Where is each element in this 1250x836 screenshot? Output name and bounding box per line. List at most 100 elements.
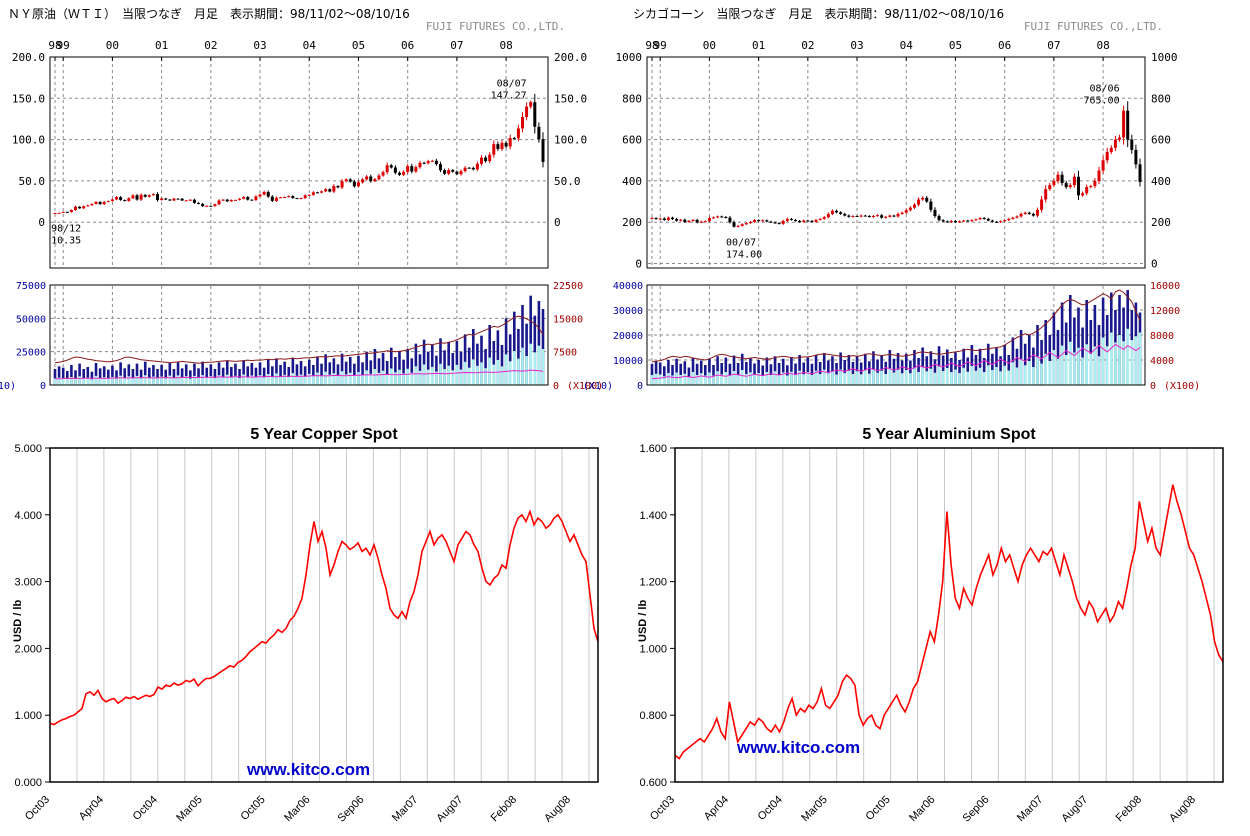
svg-text:5.000: 5.000: [14, 443, 42, 455]
svg-text:05: 05: [352, 39, 365, 52]
svg-text:4000: 4000: [1150, 356, 1174, 367]
svg-text:Oct03: Oct03: [23, 794, 52, 823]
svg-text:0: 0: [553, 381, 559, 392]
svg-text:174.00: 174.00: [726, 250, 762, 261]
svg-text:Aug08: Aug08: [542, 794, 573, 825]
svg-text:200: 200: [622, 216, 642, 229]
svg-text:0: 0: [1150, 381, 1156, 392]
svg-text:0: 0: [637, 381, 643, 392]
svg-text:Mar07: Mar07: [390, 794, 421, 825]
svg-text:1.600: 1.600: [639, 443, 667, 455]
svg-text:Aug07: Aug07: [434, 794, 465, 825]
svg-text:1000: 1000: [616, 51, 643, 64]
svg-text:100.0: 100.0: [12, 134, 45, 147]
svg-text:200.0: 200.0: [12, 51, 45, 64]
svg-text:98/12: 98/12: [51, 224, 81, 235]
svg-text:(X100): (X100): [1164, 381, 1200, 392]
svg-text:1.000: 1.000: [639, 643, 667, 655]
svg-text:150.0: 150.0: [554, 92, 587, 105]
svg-text:06: 06: [401, 39, 414, 52]
svg-text:50000: 50000: [16, 314, 46, 325]
svg-text:12000: 12000: [1150, 306, 1180, 317]
svg-text:Oct03: Oct03: [648, 794, 677, 823]
svg-text:Oct05: Oct05: [238, 794, 267, 823]
svg-text:1000: 1000: [1151, 51, 1178, 64]
svg-text:(X100): (X100): [567, 381, 603, 392]
svg-text:04: 04: [303, 39, 317, 52]
svg-text:75000: 75000: [16, 281, 46, 292]
svg-text:10000: 10000: [613, 356, 643, 367]
svg-text:04: 04: [900, 39, 914, 52]
svg-text:99: 99: [57, 39, 70, 52]
svg-text:1.400: 1.400: [639, 510, 667, 522]
aluminium-y-axis-label: USD / lb: [637, 599, 649, 642]
svg-text:2.000: 2.000: [14, 643, 42, 655]
svg-text:05: 05: [949, 39, 962, 52]
copper-kitco-watermark: www.kitco.com: [247, 760, 371, 779]
svg-text:3.000: 3.000: [14, 577, 42, 589]
aluminium-chart-title: 5 Year Aluminium Spot: [862, 426, 1036, 443]
corn-credit: FUJI FUTURES CO.,LTD.: [1023, 20, 1163, 33]
svg-text:400: 400: [1151, 175, 1171, 188]
svg-text:8000: 8000: [1150, 331, 1174, 342]
svg-text:600: 600: [622, 134, 642, 147]
svg-text:200.0: 200.0: [554, 51, 587, 64]
svg-text:07: 07: [450, 39, 463, 52]
svg-text:50.0: 50.0: [19, 175, 46, 188]
svg-text:30000: 30000: [613, 306, 643, 317]
svg-text:03: 03: [253, 39, 266, 52]
svg-text:50.0: 50.0: [554, 175, 581, 188]
svg-text:Oct04: Oct04: [131, 794, 160, 823]
svg-text:15000: 15000: [553, 314, 583, 325]
svg-text:20000: 20000: [613, 331, 643, 342]
svg-text:0: 0: [554, 216, 561, 229]
svg-text:16000: 16000: [1150, 281, 1180, 292]
wti-credit: FUJI FUTURES CO.,LTD.: [425, 20, 565, 33]
svg-text:08: 08: [499, 39, 512, 52]
svg-text:0.800: 0.800: [639, 710, 667, 722]
svg-text:25000: 25000: [16, 348, 46, 359]
svg-text:Feb08: Feb08: [1114, 794, 1145, 825]
copper-chart-title: 5 Year Copper Spot: [250, 426, 398, 443]
svg-text:765.00: 765.00: [1083, 96, 1119, 107]
svg-text:Sep06: Sep06: [336, 794, 367, 825]
svg-text:06: 06: [998, 39, 1011, 52]
svg-text:99: 99: [654, 39, 667, 52]
svg-text:4.000: 4.000: [14, 510, 42, 522]
svg-text:40000: 40000: [613, 281, 643, 292]
svg-text:Oct05: Oct05: [863, 794, 892, 823]
svg-text:200: 200: [1151, 216, 1171, 229]
svg-text:Mar05: Mar05: [174, 794, 205, 825]
svg-text:03: 03: [850, 39, 863, 52]
svg-text:Aug08: Aug08: [1167, 794, 1198, 825]
svg-text:1.200: 1.200: [639, 577, 667, 589]
corn-chart-title: シカゴコーン 当限つなぎ 月足 表示期間：98/11/02～08/10/16: [633, 7, 1005, 21]
svg-text:0: 0: [635, 258, 642, 271]
svg-text:0: 0: [1151, 258, 1158, 271]
svg-text:1.000: 1.000: [14, 710, 42, 722]
svg-text:150.0: 150.0: [12, 92, 45, 105]
copper-y-axis-label: USD / lb: [12, 599, 24, 642]
svg-text:Mar07: Mar07: [1015, 794, 1046, 825]
svg-text:Mar06: Mar06: [282, 794, 313, 825]
svg-text:Feb08: Feb08: [489, 794, 520, 825]
svg-text:01: 01: [752, 39, 765, 52]
svg-text:147.27: 147.27: [491, 91, 527, 102]
svg-text:08: 08: [1096, 39, 1109, 52]
svg-text:0.000: 0.000: [14, 777, 42, 789]
svg-text:400: 400: [622, 175, 642, 188]
svg-text:01: 01: [155, 39, 168, 52]
svg-text:100.0: 100.0: [554, 134, 587, 147]
svg-text:00: 00: [106, 39, 119, 52]
svg-text:7500: 7500: [553, 348, 577, 359]
svg-text:Sep06: Sep06: [961, 794, 992, 825]
svg-text:08/07: 08/07: [497, 79, 527, 90]
svg-text:0: 0: [38, 216, 45, 229]
svg-text:08/06: 08/06: [1089, 84, 1119, 95]
svg-text:Oct04: Oct04: [756, 794, 785, 823]
svg-text:(X10): (X10): [583, 381, 613, 392]
wti-chart-title: ＮＹ原油（ＷＴＩ） 当限つなぎ 月足 表示期間：98/11/02～08/10/1…: [8, 7, 410, 21]
svg-text:00: 00: [703, 39, 716, 52]
